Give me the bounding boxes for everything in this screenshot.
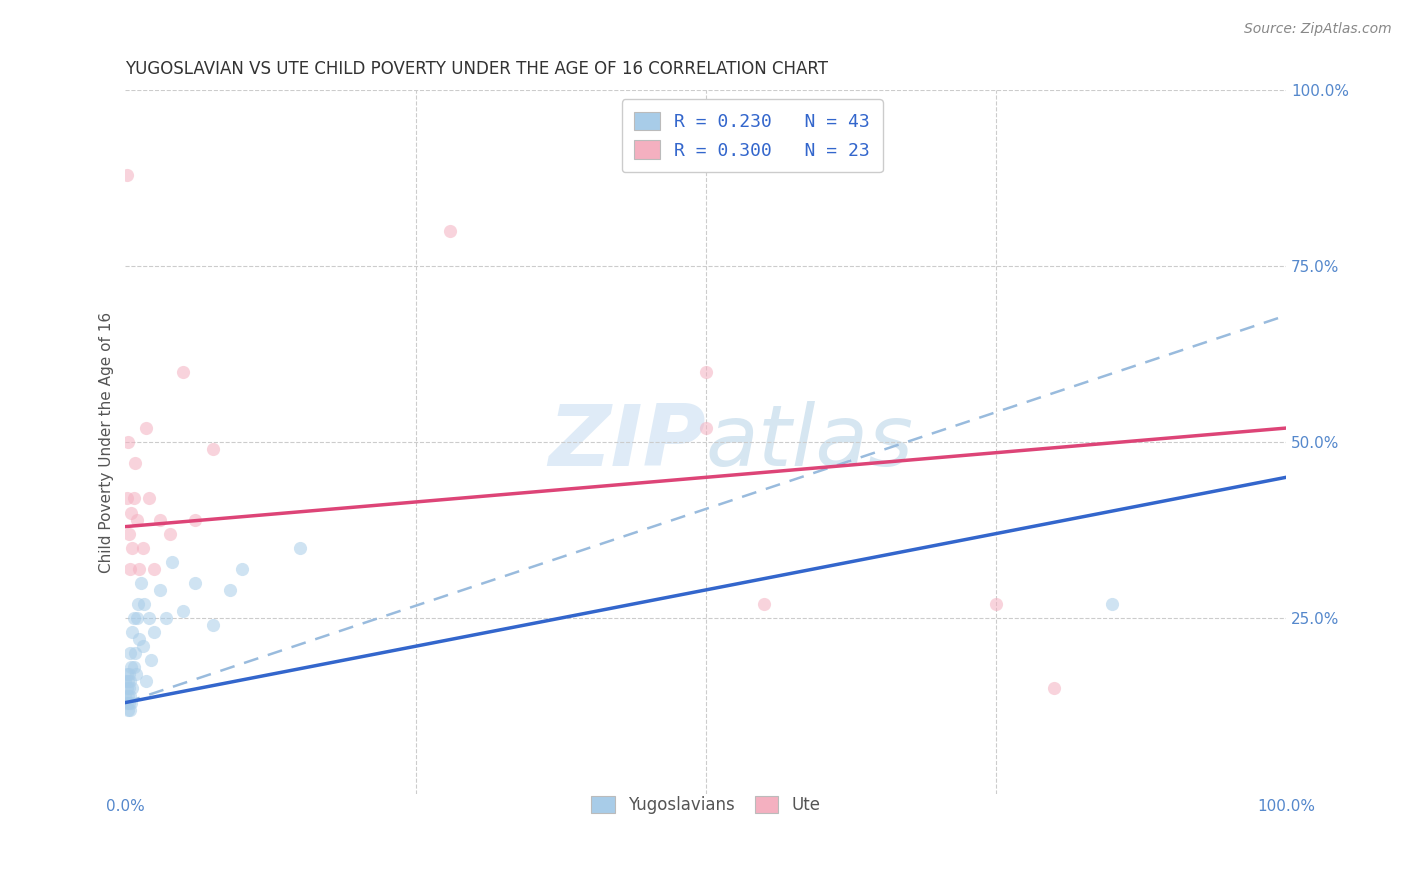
Point (120, 689, 142, 703)
Text: atlas: atlas (706, 401, 914, 483)
Point (184, 512, 207, 526)
Point (695, 365, 717, 379)
Point (128, 632, 150, 647)
Point (1043, 681, 1066, 696)
Point (120, 646, 142, 660)
Point (124, 456, 146, 470)
Point (118, 696, 141, 710)
Point (118, 526, 141, 541)
Point (122, 660, 145, 674)
Point (117, 435, 139, 450)
Point (173, 365, 195, 379)
Point (117, 674, 139, 689)
Y-axis label: Child Poverty Under the Age of 16: Child Poverty Under the Age of 16 (100, 311, 114, 573)
Point (115, 491, 138, 506)
Point (132, 597, 155, 611)
Point (115, 696, 138, 710)
Point (125, 611, 148, 625)
Point (120, 674, 142, 689)
Point (121, 681, 143, 696)
Point (132, 639, 155, 653)
Point (149, 512, 172, 526)
Point (114, 674, 136, 689)
Point (984, 597, 1007, 611)
Point (231, 562, 253, 576)
Point (173, 604, 195, 618)
Point (121, 541, 143, 555)
Point (139, 653, 162, 667)
Point (120, 506, 142, 520)
Point (135, 421, 157, 435)
Point (160, 555, 183, 569)
Point (149, 582, 172, 597)
Point (115, 681, 138, 696)
Point (121, 625, 143, 640)
Point (117, 689, 139, 703)
Point (129, 575, 152, 590)
Point (114, 689, 136, 703)
Point (184, 575, 207, 590)
Point (120, 696, 142, 710)
Point (115, 168, 138, 182)
Point (201, 618, 224, 632)
Point (132, 541, 155, 555)
Point (115, 667, 138, 681)
Point (120, 562, 142, 576)
Point (135, 674, 157, 689)
Point (120, 702, 142, 716)
Point (128, 562, 150, 576)
Point (1101, 597, 1123, 611)
Point (159, 526, 181, 541)
Text: YUGOSLAVIAN VS UTE CHILD POVERTY UNDER THE AGE OF 16 CORRELATION CHART: YUGOSLAVIAN VS UTE CHILD POVERTY UNDER T… (125, 60, 828, 78)
Point (120, 660, 142, 674)
Text: ZIP: ZIP (548, 401, 706, 483)
Point (439, 224, 461, 238)
Point (155, 611, 177, 625)
Point (125, 512, 148, 526)
Point (138, 491, 160, 506)
Text: Source: ZipAtlas.com: Source: ZipAtlas.com (1244, 22, 1392, 37)
Point (122, 491, 145, 506)
Point (117, 702, 139, 716)
Point (695, 421, 717, 435)
Legend: Yugoslavians, Ute: Yugoslavians, Ute (581, 786, 831, 824)
Point (118, 681, 141, 696)
Point (288, 541, 311, 555)
Point (124, 646, 146, 660)
Point (752, 597, 775, 611)
Point (201, 442, 224, 457)
Point (138, 611, 160, 625)
Point (118, 667, 141, 681)
Point (127, 597, 149, 611)
Point (219, 582, 242, 597)
Point (122, 611, 145, 625)
Point (143, 562, 166, 576)
Point (125, 667, 148, 681)
Point (143, 625, 166, 640)
